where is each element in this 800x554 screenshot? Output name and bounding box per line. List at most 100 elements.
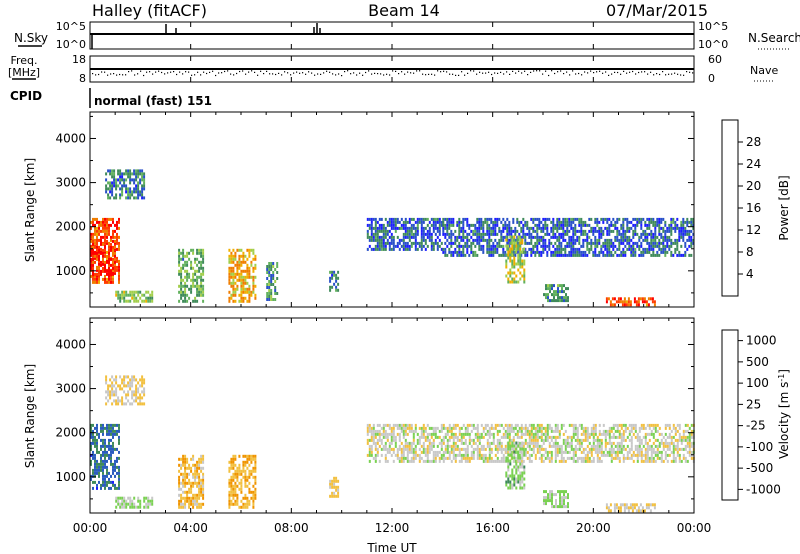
range-gate-cell <box>542 453 545 457</box>
range-gate-cell <box>638 450 641 454</box>
range-gate-cell <box>566 229 569 233</box>
range-gate-cell <box>400 244 403 248</box>
range-gate-cell <box>643 509 646 513</box>
range-gate-cell <box>118 265 120 269</box>
range-gate-cell <box>664 220 667 224</box>
range-gate-cell <box>612 241 615 245</box>
range-gate-cell <box>570 441 573 445</box>
range-gate-cell <box>509 241 512 245</box>
nave-point <box>617 71 619 74</box>
range-gate-cell <box>398 456 401 460</box>
range-gate-cell <box>125 187 128 191</box>
range-gate-cell <box>582 456 585 460</box>
range-gate-cell <box>424 238 427 242</box>
range-gate-cell <box>600 226 603 230</box>
range-gate-cell <box>460 229 463 233</box>
range-gate-cell <box>517 268 520 272</box>
range-gate-cell <box>494 229 497 233</box>
range-gate-cell <box>556 238 559 242</box>
range-gate-cell <box>482 220 485 224</box>
range-gate-cell <box>538 450 541 454</box>
range-gate-cell <box>384 456 387 460</box>
range-gate-cell <box>202 487 205 491</box>
range-gate-cell <box>112 483 114 487</box>
range-gate-cell <box>184 478 187 482</box>
range-gate-cell <box>228 490 231 494</box>
range-gate-cell <box>96 220 98 224</box>
range-gate-cell <box>234 481 237 485</box>
nave-point <box>233 74 235 76</box>
range-gate-cell <box>252 287 255 291</box>
range-gate-cell <box>190 490 193 494</box>
range-gate-cell <box>524 232 527 236</box>
range-gate-cell <box>678 423 681 427</box>
range-gate-cell <box>230 460 233 464</box>
range-gate-cell <box>563 299 565 303</box>
range-gate-cell <box>592 423 595 427</box>
range-gate-cell <box>490 244 493 248</box>
range-gate-cell <box>406 229 409 233</box>
range-gate-cell <box>127 299 130 303</box>
range-gate-cell <box>116 486 118 490</box>
range-gate-cell <box>670 438 673 442</box>
range-gate-cell <box>182 454 185 458</box>
range-gate-cell <box>366 429 369 433</box>
range-gate-cell <box>254 254 257 258</box>
range-gate-cell <box>90 232 92 236</box>
range-gate-cell <box>672 226 675 230</box>
range-gate-cell <box>474 238 477 242</box>
range-gate-cell <box>662 238 665 242</box>
range-gate-cell <box>382 238 385 242</box>
range-gate-cell <box>492 426 495 430</box>
range-gate-cell <box>630 429 633 433</box>
range-gate-cell <box>520 423 523 427</box>
range-gate-cell <box>270 292 273 295</box>
range-gate-cell <box>386 459 389 463</box>
range-gate-cell <box>658 217 661 221</box>
range-gate-cell <box>590 447 593 451</box>
range-gate-cell <box>329 288 332 292</box>
range-gate-cell <box>372 441 375 445</box>
range-gate-cell <box>248 454 251 458</box>
range-gate-cell <box>468 238 471 242</box>
range-gate-cell <box>398 444 401 448</box>
range-gate-cell <box>198 287 201 291</box>
range-gate-cell <box>248 296 251 300</box>
range-gate-cell <box>554 232 557 236</box>
range-gate-cell <box>484 459 487 463</box>
range-gate-cell <box>560 426 563 430</box>
range-gate-cell <box>119 178 122 182</box>
range-gate-cell <box>548 423 551 427</box>
range-gate-cell <box>602 232 605 236</box>
range-gate-cell <box>202 260 205 264</box>
range-gate-cell <box>670 223 673 227</box>
nave-point <box>659 73 661 76</box>
range-gate-cell <box>484 217 487 221</box>
range-gate-cell <box>434 429 437 433</box>
colorbar-tick-label: 8 <box>746 245 754 259</box>
range-gate-cell <box>105 187 108 191</box>
range-gate-cell <box>178 478 181 482</box>
range-gate-cell <box>270 295 273 298</box>
range-gate-cell <box>228 269 231 273</box>
range-gate-cell <box>588 250 591 254</box>
range-gate-cell <box>462 238 465 242</box>
range-gate-cell <box>574 447 577 451</box>
range-gate-cell <box>524 450 527 454</box>
range-gate-cell <box>616 426 619 430</box>
range-gate-cell <box>244 290 247 294</box>
range-gate-cell <box>178 248 181 252</box>
range-gate-cell <box>135 196 138 200</box>
range-gate-cell <box>550 444 553 448</box>
range-gate-cell <box>143 184 146 188</box>
nave-point <box>140 70 142 72</box>
range-gate-cell <box>540 438 543 442</box>
range-gate-cell <box>90 447 92 451</box>
range-gate-cell <box>506 429 509 433</box>
range-gate-cell <box>482 456 485 460</box>
range-gate-cell <box>590 241 593 245</box>
range-gate-cell <box>638 244 641 248</box>
range-gate-cell <box>428 232 431 236</box>
range-gate-cell <box>388 235 391 239</box>
range-gate-cell <box>102 223 104 227</box>
